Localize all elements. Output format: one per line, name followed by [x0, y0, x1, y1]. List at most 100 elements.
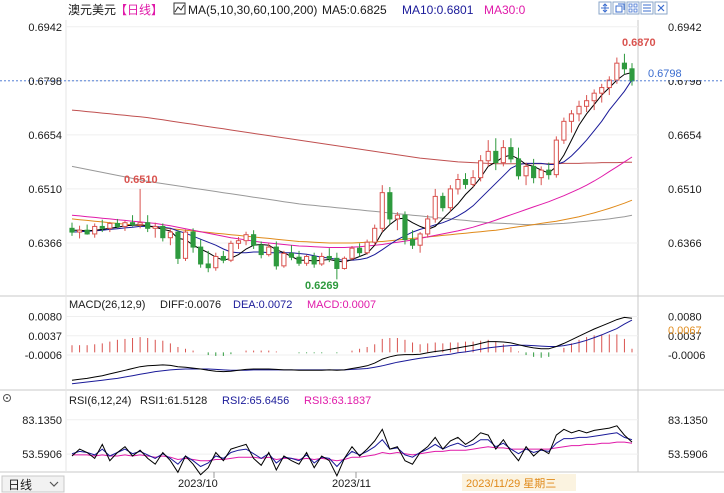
macd-tick-label: -0.0006: [25, 350, 62, 362]
candle-body: [228, 242, 234, 261]
price-axis-left: 0.6942 0.6798 0.6654 0.6510 0.6366: [28, 22, 62, 250]
candle-body: [356, 247, 363, 254]
rsi6-line: [71, 425, 633, 477]
candle-body: [462, 179, 469, 185]
candle-body: [614, 62, 620, 81]
ma10-value: MA10:0.6801: [402, 3, 474, 17]
candle-body: [538, 169, 544, 179]
candle-body: [107, 222, 113, 229]
candle-body: [576, 105, 582, 115]
left-peak-annotation: 0.6510: [124, 174, 158, 186]
macd-tick-label: 0.0037: [668, 331, 702, 343]
price-tick-label: 0.6942: [668, 22, 702, 34]
candle-body: [568, 113, 575, 122]
candle-body: [235, 240, 242, 244]
candle-body: [99, 225, 105, 229]
candle-body: [220, 255, 226, 261]
moving-average-lines: [71, 72, 633, 263]
candle-body: [606, 79, 612, 89]
candle-body: [394, 214, 400, 220]
expand-icon[interactable]: [598, 1, 612, 15]
rsi-axis-left: 83.1350 53.5906: [22, 415, 62, 461]
period-label[interactable]: 【日线】: [115, 3, 163, 17]
macd-tick-label: 0.0037: [28, 331, 62, 343]
macd-diff-line: [71, 316, 633, 381]
macd-tick-label: 0.0080: [28, 311, 62, 323]
macd-tick-label: 0.0080: [668, 311, 702, 323]
candle-body: [69, 227, 75, 233]
candle-body: [485, 150, 491, 162]
grid-icon[interactable]: [626, 1, 640, 15]
candle-body: [440, 195, 446, 209]
current-price-label: 0.6798: [648, 68, 682, 80]
candle-body: [432, 195, 438, 220]
macd-series: [71, 316, 633, 385]
candle-body: [122, 222, 128, 227]
candle-body: [402, 214, 408, 241]
restore-icon[interactable]: [612, 1, 626, 15]
price-tick-label: 0.6798: [28, 76, 62, 88]
close-icon[interactable]: [654, 1, 668, 15]
price-tick-label: 0.6654: [668, 130, 702, 142]
macd-dea-line: [71, 319, 633, 385]
candle-body: [553, 139, 559, 176]
candle-body: [281, 252, 287, 267]
candle-body: [584, 100, 590, 107]
candle-body: [334, 257, 340, 269]
symbol-title: 澳元美元: [68, 3, 116, 17]
rsi-tick-label: 83.1350: [668, 415, 708, 427]
ma100-line: [71, 165, 633, 226]
candle-body: [129, 222, 136, 226]
candle-body: [84, 229, 90, 235]
period-button[interactable]: 日线: [1, 475, 65, 493]
candle-body: [288, 252, 295, 258]
candle-body: [478, 160, 484, 179]
macd-diff-value: DIFF:0.0076: [160, 299, 221, 311]
price-tick-label: 0.6510: [28, 184, 62, 196]
rsi-settings-icon[interactable]: [3, 394, 11, 402]
price-tick-label: 0.6654: [28, 130, 62, 142]
macd-tick-label: -0.0006: [668, 350, 705, 362]
candle-body: [409, 239, 416, 246]
candle-body: [546, 169, 552, 176]
grid-lines: [66, 26, 638, 455]
rsi1-value: RSI1:61.5128: [140, 395, 207, 407]
candle-body: [349, 247, 355, 259]
candle-body: [561, 120, 567, 141]
candle-body: [372, 227, 378, 243]
candle-body: [76, 229, 83, 233]
candle-body: [447, 188, 453, 209]
candle-body: [621, 62, 628, 70]
date-label-nov: 2023/11: [332, 478, 371, 490]
candle-body: [273, 246, 279, 267]
candle-body: [508, 147, 514, 160]
candle-body: [258, 244, 264, 256]
macd-dea-value: DEA:0.0072: [233, 299, 292, 311]
candle-body: [296, 256, 302, 264]
candle-body: [591, 92, 597, 102]
candle-body: [167, 231, 173, 239]
price-tick-label: 0.6366: [668, 238, 702, 250]
candle-body: [152, 225, 158, 229]
candle-body: [311, 255, 317, 265]
macd-current-label: 0.0067: [668, 325, 702, 337]
candle-body: [417, 233, 423, 246]
macd-macd-value: MACD:0.0007: [307, 299, 376, 311]
list-icon[interactable]: [640, 1, 654, 15]
candle-body: [304, 255, 310, 264]
high-annotation: 0.6870: [622, 37, 656, 49]
ma5-value: MA5:0.6825: [322, 3, 387, 17]
rsi2-value: RSI2:65.6456: [222, 395, 289, 407]
candle-body: [182, 231, 189, 259]
rsi-axis-right: 83.1350 53.5906: [668, 415, 708, 461]
rsi-tick-label: 53.5906: [668, 449, 708, 461]
ma5-line: [72, 72, 633, 263]
candle-body: [523, 165, 529, 177]
macd-label: MACD(26,12,9): [69, 299, 145, 311]
rsi12-line: [71, 432, 633, 468]
ma60-line: [71, 199, 633, 244]
candle-body: [205, 263, 211, 269]
ma-settings-icon[interactable]: [173, 2, 186, 15]
candle-body: [425, 218, 431, 235]
